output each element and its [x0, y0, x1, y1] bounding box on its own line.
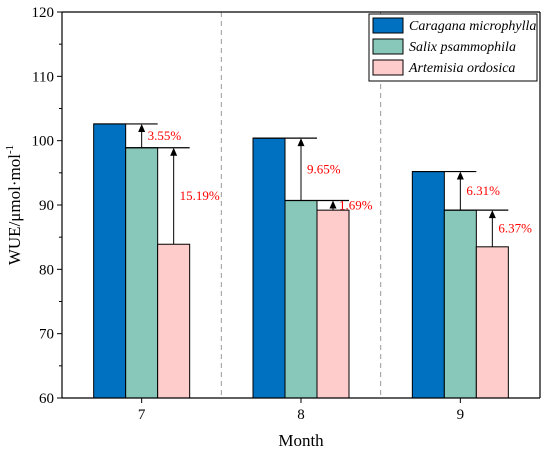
legend-swatch [372, 38, 404, 55]
bar [93, 123, 127, 399]
annotation-label: 1.69% [339, 197, 373, 212]
legend-swatch [372, 17, 404, 34]
x-tick-label: 9 [457, 407, 465, 423]
legend-label: Caragana microphylla [409, 19, 536, 34]
legend-label: Salix psammophila [409, 40, 516, 55]
arrow-head [138, 123, 146, 132]
x-axis-label: Month [278, 431, 324, 450]
y-tick-label: 100 [32, 134, 55, 150]
y-tick-label: 80 [39, 262, 54, 278]
y-axis-label-text: WUE/μmol·mol [5, 154, 24, 265]
bar [411, 171, 445, 399]
bar [157, 243, 191, 399]
annotation-label: 15.19% [180, 188, 220, 203]
annotation-label: 6.37% [498, 220, 532, 235]
arrow-head [297, 138, 305, 147]
y-tick-label: 120 [32, 5, 55, 21]
y-tick-label: 90 [39, 198, 54, 214]
bar [125, 147, 159, 399]
x-tick-label: 8 [297, 407, 305, 423]
y-tick-label: 70 [39, 327, 54, 343]
bar [316, 209, 350, 399]
annotation-label: 3.55% [148, 128, 182, 143]
bar [475, 246, 509, 399]
y-tick-label: 60 [39, 391, 54, 407]
y-tick-label: 110 [32, 69, 54, 85]
y-axis-label-superscript: -1 [4, 145, 16, 154]
bar [284, 199, 318, 399]
bar [252, 137, 286, 399]
arrow-head [170, 147, 178, 156]
arrow-head [456, 171, 464, 180]
x-tick-label: 7 [138, 407, 146, 423]
annotation-label: 6.31% [466, 183, 500, 198]
annotation-label: 9.65% [307, 161, 341, 176]
legend-label: Artemisia ordosica [408, 61, 515, 76]
arrow-head [329, 200, 337, 209]
y-axis-label: WUE/μmol·mol-1 [4, 145, 24, 265]
bar [443, 209, 477, 399]
arrow-head [488, 210, 496, 219]
legend-swatch [372, 59, 404, 76]
